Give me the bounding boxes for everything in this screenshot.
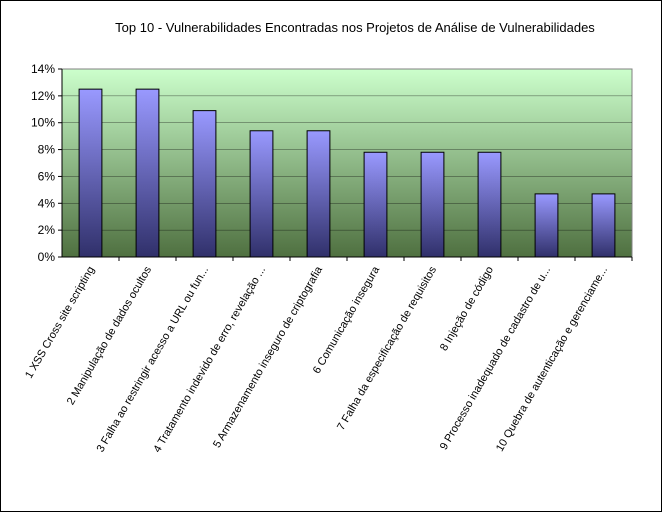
y-tick-label: 2% bbox=[38, 223, 56, 237]
chart-title: Top 10 - Vulnerabilidades Encontradas no… bbox=[115, 20, 595, 35]
x-tick-label: 4 Tratamento indevido de erro, revelação… bbox=[151, 265, 268, 455]
bar bbox=[192, 110, 217, 258]
x-tick-label: 5 Armazenamento inseguro de criptografia bbox=[211, 264, 325, 450]
y-tick-label: 14% bbox=[31, 62, 55, 76]
x-tick-label: 7 Falha da especificação de requisitos bbox=[335, 264, 439, 432]
bar bbox=[477, 151, 502, 258]
bar bbox=[306, 130, 331, 258]
y-tick-label: 12% bbox=[31, 89, 55, 103]
bar bbox=[135, 88, 160, 258]
bar bbox=[534, 193, 559, 258]
y-tick-label: 8% bbox=[38, 143, 56, 157]
x-tick-label: 8 Injeção de código bbox=[438, 265, 496, 354]
x-tick-label: 9 Processo inadequado de cadastro de u..… bbox=[438, 265, 553, 453]
bar bbox=[78, 88, 103, 258]
bar bbox=[363, 151, 388, 258]
bar bbox=[420, 151, 445, 258]
bar bbox=[249, 130, 274, 258]
x-tick-label: 3 Falha ao restringir acesso a URL ou fu… bbox=[95, 265, 212, 455]
y-tick-label: 4% bbox=[38, 196, 56, 210]
bar bbox=[591, 193, 616, 258]
x-tick-label: 6 Comunicação insegura bbox=[311, 264, 383, 376]
y-tick-label: 0% bbox=[38, 250, 56, 264]
y-tick-label: 10% bbox=[31, 116, 55, 130]
y-tick-label: 6% bbox=[38, 169, 56, 183]
x-tick-label: 10 Quebra de autenticação e gerenciame..… bbox=[494, 265, 610, 454]
